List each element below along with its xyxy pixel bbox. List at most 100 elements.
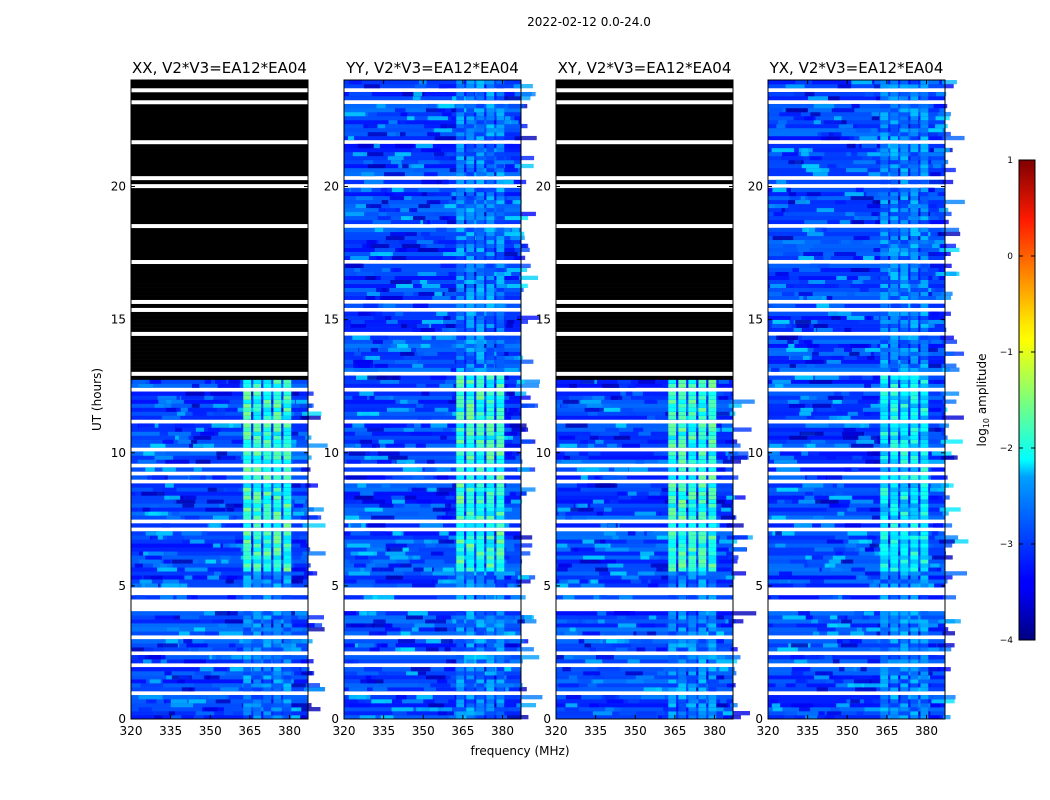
speckle bbox=[188, 699, 206, 704]
rfi-stripe bbox=[920, 215, 929, 221]
speckle bbox=[435, 491, 449, 496]
rfi-stripe bbox=[486, 451, 495, 456]
speckle bbox=[140, 683, 164, 688]
rfi-stripe bbox=[900, 291, 909, 296]
rfi-stripe bbox=[900, 499, 909, 504]
rfi-stripe bbox=[456, 459, 465, 464]
rfi-stripe bbox=[668, 499, 677, 504]
rfi-stripe bbox=[466, 107, 475, 113]
rfi-stripe bbox=[283, 439, 292, 444]
rfi-stripe bbox=[920, 703, 929, 708]
rfi-stripe bbox=[263, 455, 272, 460]
speckle bbox=[783, 251, 800, 257]
rfi-stripe bbox=[263, 423, 272, 428]
speckle bbox=[562, 655, 574, 660]
flagged-row bbox=[131, 159, 308, 165]
data-row bbox=[768, 283, 945, 288]
rfi-stripe bbox=[283, 543, 292, 548]
rfi-stripe bbox=[890, 643, 899, 648]
rfi-stripe bbox=[273, 499, 282, 504]
speckle bbox=[271, 439, 293, 444]
data-row bbox=[556, 711, 733, 716]
speckle bbox=[644, 399, 658, 404]
rfi-stripe bbox=[456, 535, 465, 540]
rfi-stripe bbox=[243, 583, 252, 588]
speckle bbox=[820, 135, 828, 141]
flagged-row bbox=[131, 271, 308, 276]
data-row bbox=[768, 695, 945, 700]
rfi-stripe bbox=[456, 263, 465, 269]
speckle bbox=[465, 315, 484, 320]
data-row bbox=[344, 671, 521, 676]
rfi-stripe bbox=[708, 543, 717, 548]
rfi-stripe bbox=[243, 687, 252, 692]
speckle bbox=[221, 559, 229, 564]
flagged-row bbox=[556, 231, 733, 237]
speckle bbox=[456, 667, 476, 672]
speckle bbox=[247, 679, 256, 684]
rfi-stripe bbox=[456, 435, 465, 440]
rfi-stripe bbox=[466, 91, 475, 97]
rfi-stripe bbox=[263, 619, 272, 624]
y-tick-label: 15 bbox=[324, 313, 339, 327]
x-tick-label: 350 bbox=[199, 724, 222, 738]
speckle bbox=[625, 391, 633, 396]
speckle bbox=[437, 107, 456, 113]
speckle bbox=[650, 483, 670, 488]
data-row bbox=[344, 699, 521, 704]
flagged-row bbox=[131, 275, 308, 280]
rfi-stripe bbox=[910, 243, 919, 249]
rfi-stripe bbox=[920, 199, 929, 205]
rfi-stripe bbox=[283, 715, 292, 720]
speckle bbox=[406, 323, 430, 328]
speckle bbox=[436, 487, 457, 492]
rfi-stripe bbox=[476, 227, 485, 233]
speckle bbox=[437, 679, 448, 684]
speckle bbox=[665, 411, 688, 416]
speckle bbox=[354, 367, 378, 372]
rfi-stripe bbox=[688, 647, 697, 652]
rfi-stripe bbox=[243, 455, 252, 460]
data-row bbox=[768, 347, 945, 352]
data-row bbox=[768, 707, 945, 712]
rfi-stripe bbox=[476, 243, 485, 249]
rfi-stripe bbox=[890, 539, 899, 544]
speckle bbox=[928, 267, 939, 272]
speckle bbox=[932, 523, 944, 528]
rfi-stripe bbox=[890, 711, 899, 716]
rfi-stripe bbox=[900, 171, 909, 177]
speckle bbox=[794, 335, 802, 340]
speckle bbox=[827, 631, 839, 636]
speckle bbox=[437, 711, 454, 716]
rfi-stripe bbox=[910, 547, 919, 552]
rfi-stripe bbox=[456, 103, 465, 109]
rfi-stripe bbox=[496, 551, 505, 556]
rfi-stripe bbox=[880, 687, 889, 692]
speckle bbox=[943, 715, 951, 720]
rfi-stripe bbox=[496, 111, 505, 117]
speckle bbox=[828, 311, 852, 316]
rfi-stripe bbox=[456, 619, 465, 624]
speckle bbox=[864, 707, 884, 712]
speckle bbox=[810, 263, 830, 269]
speckle bbox=[812, 351, 819, 356]
rfi-stripe bbox=[486, 363, 495, 368]
rfi-stripe bbox=[466, 295, 475, 300]
rfi-stripe bbox=[880, 671, 889, 676]
rfi-stripe bbox=[283, 443, 292, 448]
rfi-stripe bbox=[486, 283, 495, 288]
rfi-stripe bbox=[253, 495, 262, 500]
speckle bbox=[500, 575, 511, 580]
speckle bbox=[656, 647, 668, 652]
rfi-stripe bbox=[253, 699, 262, 704]
flagged-row bbox=[131, 335, 308, 340]
data-row bbox=[556, 455, 733, 460]
rfi-stripe bbox=[476, 191, 485, 197]
rfi-stripe bbox=[496, 563, 505, 568]
speckle bbox=[508, 551, 531, 556]
speckle bbox=[808, 451, 820, 456]
data-row bbox=[344, 563, 521, 568]
flagged-row bbox=[131, 99, 308, 105]
rfi-stripe bbox=[496, 235, 505, 241]
